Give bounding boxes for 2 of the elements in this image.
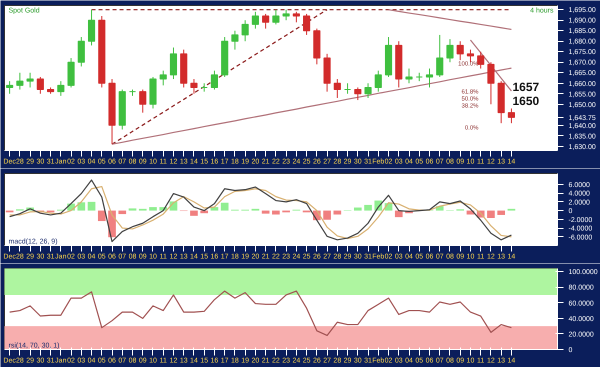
annotation: 1657 (512, 80, 540, 94)
annotation: 1650 (512, 94, 540, 108)
